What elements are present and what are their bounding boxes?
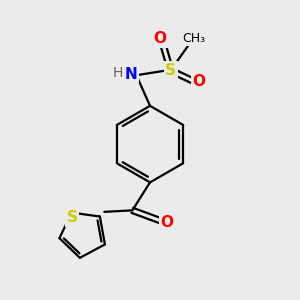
Text: O: O [160, 214, 173, 230]
Text: CH₃: CH₃ [182, 32, 205, 46]
Text: O: O [153, 32, 166, 46]
Text: O: O [193, 74, 206, 89]
Text: S: S [165, 63, 176, 78]
Text: H: H [112, 66, 123, 80]
Text: N: N [125, 67, 138, 82]
Text: S: S [67, 210, 78, 225]
